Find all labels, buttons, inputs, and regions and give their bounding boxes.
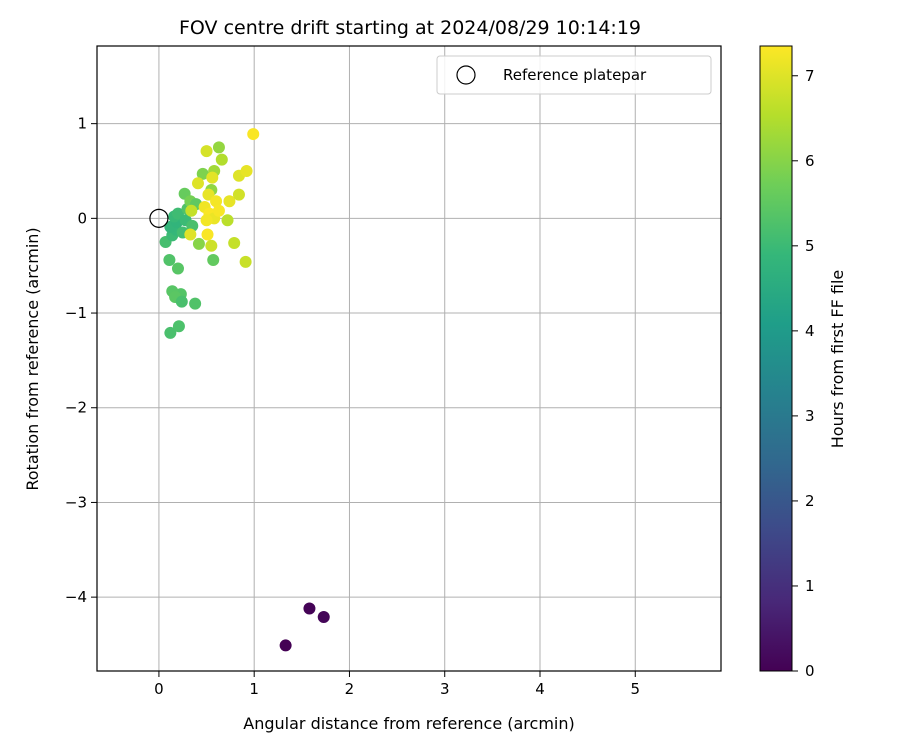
data-point bbox=[207, 254, 220, 267]
x-tick-label: 0 bbox=[154, 680, 164, 698]
data-point bbox=[317, 611, 330, 624]
x-tick-label: 5 bbox=[630, 680, 640, 698]
chart-title: FOV centre drift starting at 2024/08/29 … bbox=[179, 17, 641, 39]
legend-box bbox=[436, 55, 712, 95]
legend-label: Reference platepar bbox=[503, 66, 647, 84]
colorbar: 0 1 2 3 4 5 6 7 Hours from first FF file bbox=[759, 45, 847, 680]
data-point bbox=[210, 195, 223, 208]
y-tick-label: −1 bbox=[65, 304, 87, 322]
y-tick-label: −4 bbox=[65, 588, 87, 606]
x-tick-label: 3 bbox=[440, 680, 450, 698]
x-tick-label: 4 bbox=[535, 680, 545, 698]
data-point bbox=[192, 237, 205, 250]
data-point bbox=[164, 326, 177, 339]
colorbar-gradient bbox=[759, 45, 793, 672]
y-tick-label: −2 bbox=[65, 399, 87, 417]
data-point bbox=[212, 204, 225, 217]
data-point bbox=[200, 145, 213, 158]
data-point bbox=[171, 262, 184, 275]
data-point bbox=[212, 141, 225, 154]
data-point bbox=[239, 255, 252, 268]
data-point bbox=[191, 177, 204, 190]
y-axis-label: Rotation from reference (arcmin) bbox=[23, 227, 42, 490]
data-point bbox=[206, 171, 219, 184]
data-point bbox=[221, 214, 234, 227]
x-axis-label: Angular distance from reference (arcmin) bbox=[243, 714, 574, 733]
legend-reference-marker bbox=[456, 65, 476, 85]
y-tick-label: −3 bbox=[65, 493, 87, 511]
reference-platepar-marker bbox=[149, 208, 169, 228]
colorbar-ticks: 0 1 2 3 4 5 6 7 bbox=[792, 67, 815, 680]
data-point bbox=[175, 295, 188, 308]
colorbar-tick-label: 2 bbox=[805, 492, 815, 510]
y-axis-ticks: 1 0 −1 −2 −3 −4 bbox=[65, 115, 97, 606]
data-point bbox=[172, 320, 185, 333]
colorbar-tick-label: 6 bbox=[805, 152, 815, 170]
x-tick-label: 1 bbox=[249, 680, 259, 698]
data-point bbox=[185, 204, 198, 217]
data-point bbox=[303, 602, 316, 615]
data-point bbox=[279, 639, 292, 652]
data-point bbox=[200, 214, 213, 227]
reference-marker-layer bbox=[149, 208, 169, 228]
data-point bbox=[240, 165, 253, 177]
data-point bbox=[196, 167, 209, 180]
y-tick-label: 1 bbox=[77, 115, 87, 133]
grid bbox=[97, 46, 721, 671]
data-points bbox=[159, 128, 330, 652]
data-point bbox=[223, 195, 236, 208]
data-point bbox=[189, 297, 202, 310]
data-point bbox=[184, 228, 197, 241]
data-point bbox=[205, 239, 218, 252]
y-tick-label: 0 bbox=[77, 209, 87, 227]
colorbar-tick-label: 5 bbox=[805, 237, 815, 255]
colorbar-tick-label: 1 bbox=[805, 577, 815, 595]
colorbar-tick-label: 4 bbox=[805, 322, 815, 340]
data-point bbox=[163, 254, 176, 267]
data-point bbox=[232, 188, 245, 201]
colorbar-tick-label: 3 bbox=[805, 407, 815, 425]
colorbar-label: Hours from first FF file bbox=[828, 270, 847, 449]
data-point bbox=[215, 153, 228, 166]
data-point bbox=[201, 228, 214, 241]
legend: Reference platepar bbox=[436, 55, 712, 95]
x-axis-ticks: 0 1 2 3 4 5 bbox=[154, 671, 640, 698]
colorbar-tick-label: 0 bbox=[805, 662, 815, 680]
x-tick-label: 2 bbox=[345, 680, 355, 698]
plot-frame bbox=[96, 45, 722, 672]
colorbar-tick-label: 7 bbox=[805, 67, 815, 85]
data-point bbox=[228, 236, 241, 249]
data-point bbox=[247, 128, 260, 141]
